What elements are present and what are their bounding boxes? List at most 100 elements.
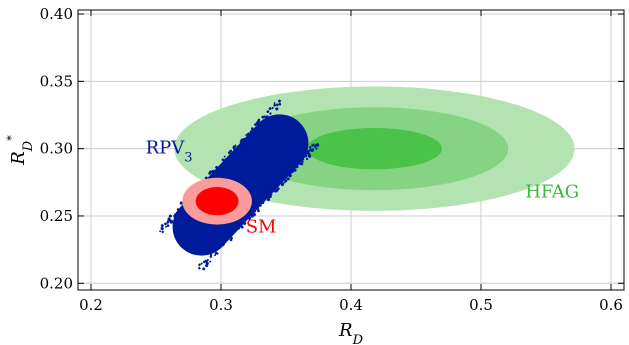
rpv3-point <box>302 158 305 161</box>
rpv3-point <box>219 167 222 171</box>
rpv3-point <box>315 147 318 150</box>
rpv3-point <box>221 158 225 162</box>
rpv3-point <box>166 224 170 227</box>
rpv3-point <box>242 144 245 147</box>
sm-region <box>182 177 252 225</box>
rpv3-point <box>271 184 276 188</box>
x-axis-title: RD <box>338 320 364 345</box>
rpv3-point <box>170 221 173 224</box>
rpv3-point <box>280 175 283 178</box>
rpv3-point <box>222 238 225 241</box>
rpv3-point <box>246 214 250 218</box>
rpv3-point <box>288 166 292 170</box>
y-tick-label: 0.40 <box>40 5 73 23</box>
y-tick-label: 0.35 <box>40 72 73 90</box>
rpv3-point <box>273 102 276 105</box>
rpv3-point <box>302 153 306 157</box>
rpv3-point <box>214 251 218 255</box>
rpv3-point <box>251 211 254 215</box>
rpv3-point <box>289 171 293 174</box>
rpv3-point <box>214 254 217 257</box>
rpv3-point <box>266 198 271 202</box>
rpv3-point <box>200 262 203 265</box>
rpv3-point <box>223 155 226 158</box>
rpv3-point <box>208 170 213 174</box>
rpv3-point <box>293 168 297 172</box>
rpv3-point <box>278 100 281 103</box>
rpv3-point <box>164 222 167 226</box>
rpv3-point <box>253 210 257 213</box>
rpv3-point <box>309 146 312 149</box>
annotation-rpv: RPV3 <box>146 138 193 166</box>
rpv3-point <box>264 197 267 200</box>
rpv3-point <box>305 157 309 160</box>
rpv3-point <box>269 195 272 198</box>
rpv3-point <box>250 214 254 218</box>
rpv3-point <box>261 201 265 204</box>
rpv3-point <box>198 263 201 267</box>
rpv3-point <box>265 116 269 120</box>
rpv3-point <box>173 216 176 219</box>
rpv3-point <box>252 131 255 135</box>
rpv3-point <box>273 189 277 193</box>
hfag-region-level-3 <box>306 127 442 170</box>
rpv3-point <box>215 165 219 169</box>
rpv3-point <box>245 134 247 136</box>
rpv3-point <box>275 185 278 188</box>
rpv3-point <box>250 127 254 131</box>
rpv3-point <box>159 230 162 233</box>
rpv3-point <box>278 102 282 106</box>
rpv3-point <box>240 145 243 148</box>
rpv3-point <box>295 165 299 169</box>
rpv3-point <box>307 152 311 156</box>
rpv3-point <box>160 224 164 228</box>
rpv3-point <box>252 212 256 217</box>
rpv3-point <box>279 179 283 183</box>
rpv3-point <box>316 143 320 147</box>
annotation-hfag: HFAG <box>525 181 579 202</box>
rpv3-point <box>257 119 261 123</box>
annotations: HFAG SM RPV3 <box>146 138 580 238</box>
rpv3-point <box>243 221 247 225</box>
sm-region-level-2 <box>195 187 239 216</box>
rpv3-point <box>165 225 167 228</box>
rpv3-point <box>227 151 231 155</box>
rpv3-point <box>287 173 291 177</box>
rpv3-point <box>226 236 230 241</box>
rpv3-point <box>214 173 217 176</box>
rpv3-point <box>283 175 286 178</box>
rpv3-point <box>269 192 273 196</box>
x-tick-label: 0.5 <box>469 296 493 314</box>
rpv3-point <box>285 172 288 176</box>
x-tick-label: 0.3 <box>209 296 233 314</box>
rpv3-point <box>221 164 224 168</box>
rpv3-point <box>294 160 299 165</box>
rpv3-point <box>284 177 287 180</box>
rpv3-point <box>160 226 164 231</box>
rpv3-point <box>257 124 261 127</box>
rpv3-point <box>206 258 209 261</box>
rpv3-point <box>311 144 314 147</box>
x-tick-label: 0.4 <box>339 296 363 314</box>
rpv3-point <box>284 179 288 183</box>
rpv3-point <box>292 166 296 170</box>
rpv3-point <box>266 194 269 197</box>
rpv3-point <box>299 156 302 159</box>
rpv3-point <box>255 122 259 126</box>
rpv3-point <box>313 145 317 148</box>
rpv3-point <box>221 243 225 247</box>
rpv3-point <box>271 106 274 110</box>
rpv3-point <box>222 240 225 243</box>
rpv3-point <box>307 150 310 153</box>
rpv3-point <box>179 201 183 205</box>
rpv3-point <box>236 145 239 148</box>
rpv3-point <box>248 217 251 221</box>
rpv3-point <box>209 260 212 263</box>
rpv3-point <box>176 208 180 211</box>
rpv3-point <box>230 230 234 234</box>
rpv3-point <box>261 115 265 119</box>
rpv3-point <box>266 110 270 113</box>
rpv3-point <box>239 139 243 144</box>
y-tick-label: 0.20 <box>40 274 73 292</box>
rpv3-point <box>257 209 260 213</box>
